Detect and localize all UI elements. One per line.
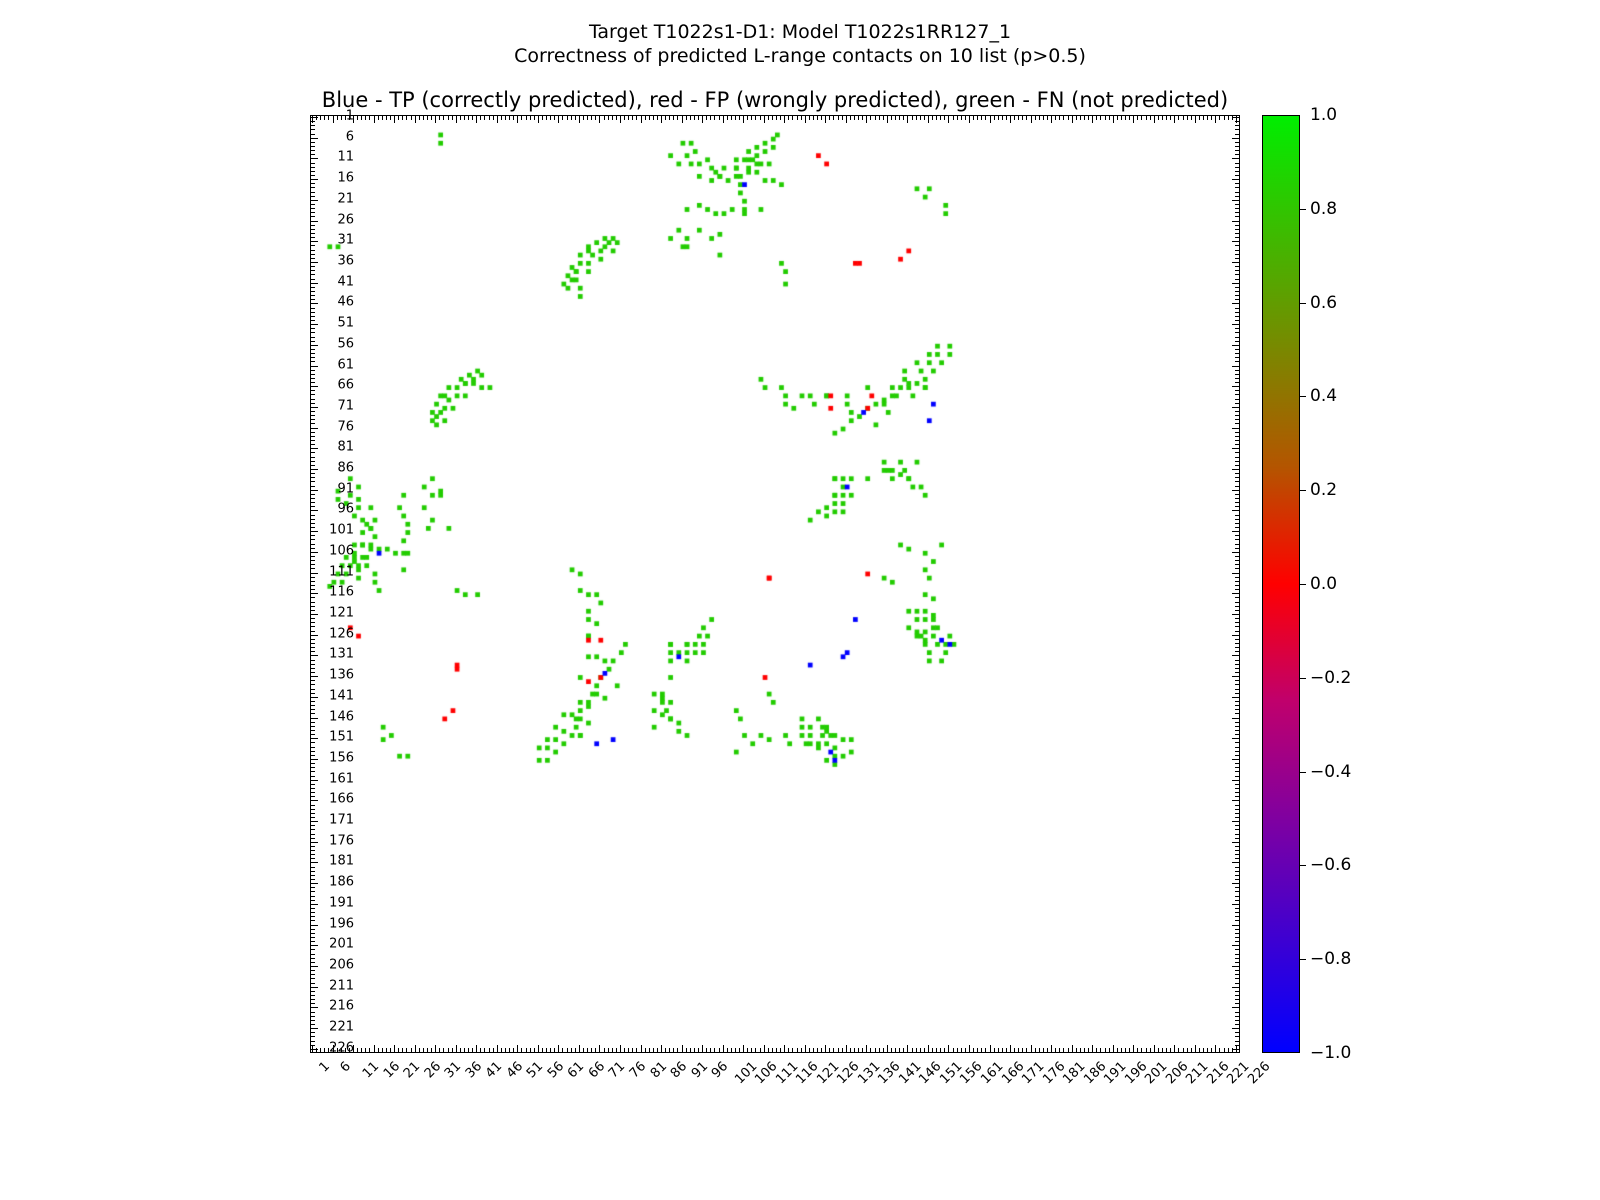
colorbar-tick bbox=[1300, 959, 1306, 961]
colorbar-tick bbox=[1300, 490, 1306, 492]
x-tick-label: 96 bbox=[708, 1059, 732, 1082]
colorbar-tick-label: −0.6 bbox=[1310, 855, 1352, 876]
y-tick-label: 41 bbox=[337, 274, 354, 290]
y-tick-label: 196 bbox=[329, 916, 354, 932]
x-tick-label: 1 bbox=[316, 1059, 333, 1076]
y-tick-label: 171 bbox=[329, 812, 354, 828]
colorbar-tick bbox=[1300, 771, 1306, 773]
contact-map-canvas[interactable] bbox=[311, 116, 1239, 1052]
y-tick-label: 71 bbox=[337, 398, 354, 414]
y-tick-label: 86 bbox=[337, 460, 354, 476]
y-tick-label: 116 bbox=[329, 584, 354, 600]
y-tick-label: 211 bbox=[329, 978, 354, 994]
y-tick-label: 6 bbox=[345, 129, 354, 145]
colorbar-tick bbox=[1300, 677, 1306, 679]
y-tick-label: 221 bbox=[329, 1019, 354, 1035]
y-tick-label: 81 bbox=[337, 439, 354, 455]
y-tick-label: 136 bbox=[329, 667, 354, 683]
y-tick-label: 206 bbox=[329, 957, 354, 973]
y-tick-label: 91 bbox=[337, 481, 354, 497]
color-legend-text: Blue - TP (correctly predicted), red - F… bbox=[321, 88, 1229, 112]
y-tick-label: 216 bbox=[329, 998, 354, 1014]
y-tick-label: 226 bbox=[329, 1040, 354, 1056]
colorbar-tick bbox=[1300, 865, 1306, 867]
colorbar-tick bbox=[1300, 396, 1306, 398]
y-tick-label: 106 bbox=[329, 543, 354, 559]
colorbar-tick-label: 0.6 bbox=[1310, 292, 1338, 313]
x-tick-label: 31 bbox=[442, 1059, 465, 1082]
x-tick-label: 226 bbox=[1245, 1059, 1274, 1088]
y-tick-label: 186 bbox=[329, 874, 354, 890]
y-tick-label: 51 bbox=[337, 315, 354, 331]
y-tick-label: 16 bbox=[337, 170, 354, 186]
y-tick-label: 96 bbox=[337, 501, 354, 517]
y-tick-label: 121 bbox=[329, 605, 354, 621]
y-tick-label: 126 bbox=[329, 626, 354, 642]
x-tick-label: 16 bbox=[380, 1059, 403, 1082]
y-tick-label: 76 bbox=[337, 419, 354, 435]
y-tick-label: 36 bbox=[337, 253, 354, 269]
y-tick-label: 21 bbox=[337, 191, 354, 207]
colorbar-tick-label: 0.4 bbox=[1310, 386, 1338, 407]
y-tick-label: 156 bbox=[329, 750, 354, 766]
y-tick-label: 111 bbox=[329, 564, 354, 580]
y-tick-label: 181 bbox=[329, 853, 354, 869]
figure-title: Target T1022s1-D1: Model T1022s1RR127_1 … bbox=[0, 20, 1600, 68]
y-tick-label: 61 bbox=[337, 357, 354, 372]
x-tick-label: 76 bbox=[626, 1059, 650, 1082]
figure-title-line1: Target T1022s1-D1: Model T1022s1RR127_1 bbox=[588, 21, 1012, 43]
y-tick-label: 146 bbox=[329, 709, 354, 725]
colorbar[interactable]: 1.0 0.8 0.6 0.4 0.2 0.0 −0.2 −0.4 −0.6 −0.8 −1.0 bbox=[1262, 105, 1351, 1063]
y-tick-label: 151 bbox=[329, 729, 354, 745]
y-tick-label: 31 bbox=[337, 232, 354, 248]
y-tick-label: 11 bbox=[337, 149, 354, 165]
colorbar-tick bbox=[1300, 208, 1306, 210]
colorbar-tick-label: 0.0 bbox=[1310, 574, 1338, 594]
y-tick-label: 191 bbox=[329, 895, 354, 911]
y-tick-label: 166 bbox=[329, 791, 354, 807]
contact-map-plot-area[interactable] bbox=[310, 115, 1240, 1053]
y-tick-label: 1 bbox=[345, 108, 354, 124]
y-tick-label: 176 bbox=[329, 833, 354, 849]
colorbar-tick-label: 1.0 bbox=[1310, 105, 1338, 125]
x-tick-label: 51 bbox=[524, 1059, 547, 1082]
x-tick-label: 71 bbox=[606, 1059, 629, 1082]
y-tick-label: 26 bbox=[337, 212, 354, 228]
y-tick-label: 161 bbox=[329, 771, 354, 787]
colorbar-tick-label: −0.4 bbox=[1310, 761, 1352, 782]
colorbar-tick-label: 0.8 bbox=[1310, 198, 1338, 219]
x-tick-label: 11 bbox=[359, 1059, 383, 1082]
y-tick-label: 141 bbox=[329, 688, 354, 704]
colorbar-tick-label: −1.0 bbox=[1310, 1043, 1352, 1063]
colorbar-tick-label: 0.2 bbox=[1310, 480, 1338, 501]
y-tick-label: 66 bbox=[337, 377, 354, 393]
colorbar-tick bbox=[1300, 302, 1306, 304]
x-tick-label: 86 bbox=[667, 1059, 691, 1082]
colorbar-gradient bbox=[1262, 115, 1300, 1053]
x-tick-label: 6 bbox=[336, 1059, 354, 1076]
y-tick-label: 46 bbox=[337, 294, 354, 310]
y-tick-label: 201 bbox=[329, 936, 354, 952]
colorbar-tick-label: −0.2 bbox=[1310, 667, 1352, 688]
colorbar-tick-label: −0.8 bbox=[1310, 949, 1352, 970]
x-tick-label: 81 bbox=[647, 1059, 670, 1082]
y-tick-label: 131 bbox=[329, 646, 354, 662]
figure-title-line2: Correctness of predicted L-range contact… bbox=[514, 45, 1086, 67]
y-tick-label: 56 bbox=[337, 336, 354, 352]
x-tick-label: 91 bbox=[688, 1059, 711, 1082]
x-tick-label: 21 bbox=[400, 1059, 424, 1082]
x-tick-label: 41 bbox=[483, 1059, 506, 1082]
y-tick-label: 101 bbox=[329, 522, 354, 538]
x-tick-label: 61 bbox=[565, 1059, 588, 1082]
colorbar-tick bbox=[1300, 584, 1306, 585]
